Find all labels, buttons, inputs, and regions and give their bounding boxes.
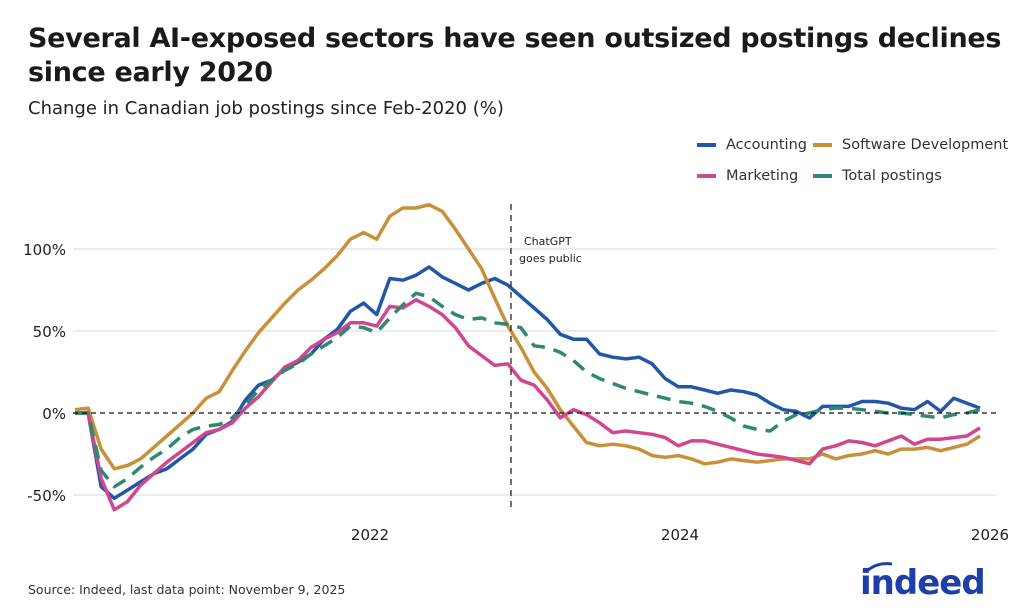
x-tick-label: 2026 — [971, 526, 1009, 544]
series-line-marketing — [75, 298, 981, 512]
legend-swatch — [813, 174, 832, 178]
chart-subtitle: Change in Canadian job postings since Fe… — [28, 98, 504, 119]
y-tick-label: 50% — [33, 323, 66, 341]
legend-swatch — [813, 143, 832, 147]
y-tick-label: 100% — [23, 241, 66, 259]
svg-text:indeed: indeed — [860, 563, 985, 600]
annotation-text: ChatGPT — [524, 235, 572, 248]
chart-title: Several AI-exposed sectors have seen out… — [28, 23, 1002, 88]
indeed-logo: indeed — [860, 562, 986, 600]
legend-label: Accounting — [726, 137, 807, 153]
y-tick-label: 0% — [42, 405, 66, 423]
series-line-total-postings — [75, 291, 981, 489]
legend-label: Software Development — [842, 137, 1009, 153]
legend-label: Marketing — [726, 168, 799, 184]
legend-item-software-development: Software Development — [813, 137, 1008, 153]
source-note: Source: Indeed, last data point: Novembe… — [28, 582, 346, 597]
legend-swatch — [697, 174, 716, 178]
legend-swatch — [697, 143, 716, 147]
y-tick-label: -50% — [27, 487, 66, 505]
legend-item-accounting: Accounting — [697, 137, 807, 153]
legend-item-total-postings: Total postings — [813, 168, 942, 184]
x-tick-label: 2022 — [351, 526, 389, 544]
x-tick-label: 2024 — [661, 526, 699, 544]
legend-item-marketing: Marketing — [697, 168, 798, 184]
annotation-text: goes public — [519, 252, 582, 265]
legend-label: Total postings — [842, 168, 942, 184]
series-line-software-development — [74, 202, 981, 471]
